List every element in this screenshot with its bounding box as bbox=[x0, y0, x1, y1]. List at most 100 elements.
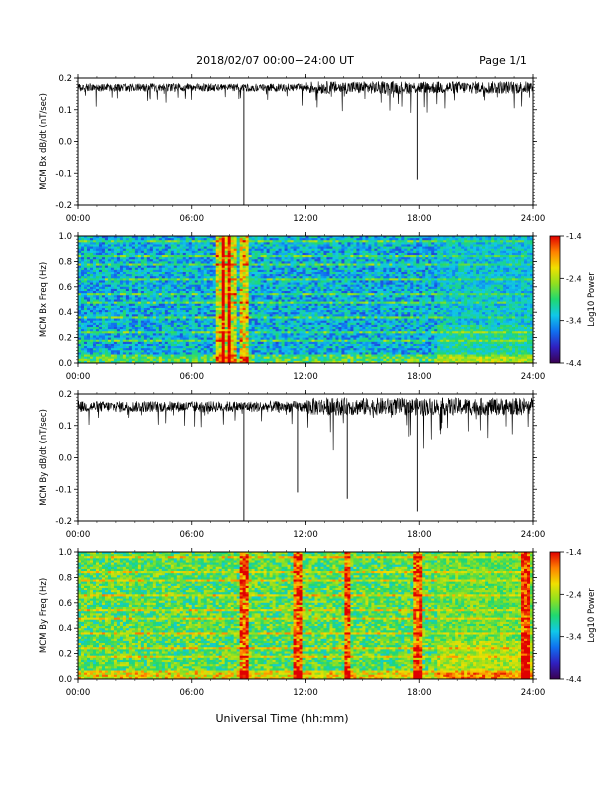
heatmap-cell bbox=[527, 242, 531, 245]
heatmap-cell bbox=[296, 263, 300, 267]
heatmap-cell bbox=[371, 261, 375, 264]
heatmap-cell bbox=[395, 244, 399, 247]
heatmap-cell bbox=[221, 238, 226, 241]
heatmap-cell bbox=[440, 240, 444, 243]
heatmap-cell bbox=[209, 250, 214, 254]
heatmap-cell bbox=[239, 236, 244, 239]
heatmap-cell bbox=[98, 242, 103, 245]
heatmap-cell bbox=[122, 236, 127, 239]
heatmap-cell bbox=[143, 252, 148, 256]
heatmap-cell bbox=[299, 242, 303, 245]
heatmap-cell bbox=[158, 252, 163, 256]
heatmap-cell bbox=[431, 265, 435, 269]
heatmap-cell bbox=[302, 244, 306, 247]
heatmap-cell bbox=[95, 240, 100, 243]
heatmap-cell bbox=[494, 244, 498, 247]
heatmap-cell bbox=[80, 250, 85, 254]
dbdt-trace bbox=[77, 80, 534, 113]
heatmap-cell bbox=[89, 236, 94, 239]
heatmap-cell bbox=[350, 242, 354, 245]
heatmap-cell bbox=[509, 252, 513, 256]
heatmap-cell bbox=[341, 238, 345, 241]
heatmap-cell bbox=[209, 257, 214, 260]
heatmap-cell bbox=[407, 236, 411, 239]
heatmap-cell bbox=[230, 265, 235, 269]
heatmap-cell bbox=[188, 259, 193, 262]
heatmap-cell bbox=[320, 265, 324, 269]
heatmap-cell bbox=[131, 242, 136, 245]
heatmap-cell bbox=[497, 259, 501, 262]
heatmap-cell bbox=[515, 250, 519, 254]
heatmap-cell bbox=[404, 240, 408, 243]
heatmap-cell bbox=[122, 242, 127, 245]
heatmap-cell bbox=[146, 252, 151, 256]
heatmap-cell bbox=[218, 263, 223, 267]
heatmap-cell bbox=[230, 267, 235, 271]
heatmap-cell bbox=[314, 238, 318, 241]
heatmap-cell bbox=[191, 267, 196, 271]
heatmap-cell bbox=[335, 255, 339, 258]
heatmap-cell bbox=[287, 246, 291, 250]
heatmap-cell bbox=[78, 246, 82, 250]
heatmap-cell bbox=[299, 240, 303, 243]
heatmap-cell bbox=[266, 242, 270, 245]
heatmap-cell bbox=[488, 263, 492, 267]
heatmap-cell bbox=[347, 240, 351, 243]
heatmap-cell bbox=[197, 248, 202, 252]
heatmap-cell bbox=[101, 261, 106, 264]
heatmap-cell bbox=[323, 238, 327, 241]
heatmap-cell bbox=[488, 252, 492, 256]
heatmap-cell bbox=[215, 261, 220, 264]
heatmap-cell bbox=[515, 240, 519, 243]
heatmap-cell bbox=[455, 242, 459, 245]
heatmap-cell bbox=[86, 255, 91, 258]
heatmap-cell bbox=[395, 263, 399, 267]
heatmap-cell bbox=[344, 259, 348, 262]
heatmap-cell bbox=[503, 246, 507, 250]
heatmap-cell bbox=[374, 236, 378, 239]
heatmap-cell bbox=[122, 248, 127, 252]
heatmap-cell bbox=[467, 246, 471, 250]
heatmap-cell bbox=[257, 252, 261, 256]
heatmap-cell bbox=[78, 250, 82, 254]
heatmap-cell bbox=[488, 236, 492, 239]
heatmap-cell bbox=[500, 259, 504, 262]
heatmap-cell bbox=[389, 248, 393, 252]
heatmap-cell bbox=[245, 252, 250, 256]
heatmap-cell bbox=[92, 257, 97, 260]
heatmap-cell bbox=[332, 259, 336, 262]
heatmap-cell bbox=[200, 255, 205, 258]
heatmap-cell bbox=[386, 259, 390, 262]
heatmap-cell bbox=[137, 252, 142, 256]
heatmap-cell bbox=[461, 265, 465, 269]
heatmap-cell bbox=[332, 252, 336, 256]
heatmap-cell bbox=[104, 248, 109, 252]
heatmap-cell bbox=[131, 246, 136, 250]
heatmap-cell bbox=[110, 242, 115, 245]
heatmap-cell bbox=[308, 255, 312, 258]
heatmap-cell bbox=[215, 242, 220, 245]
heatmap-cell bbox=[227, 238, 232, 241]
heatmap-cell bbox=[260, 236, 264, 239]
heatmap-cell bbox=[515, 238, 519, 241]
heatmap-cell bbox=[95, 248, 100, 252]
heatmap-cell bbox=[197, 240, 202, 243]
heatmap-cell bbox=[215, 244, 220, 247]
heatmap-cell bbox=[353, 255, 357, 258]
heatmap-cell bbox=[176, 248, 181, 252]
heatmap-cell bbox=[290, 248, 294, 252]
heatmap-cell bbox=[140, 255, 145, 258]
bx-spectrogram-panel: 1.00.80.60.40.20.000:00 06:00 12:00 18:00 24… bbox=[39, 232, 545, 382]
x-tick-label: 06:00 bbox=[180, 214, 205, 224]
heatmap-cell bbox=[155, 248, 160, 252]
heatmap-cell bbox=[83, 267, 88, 271]
heatmap-cell bbox=[179, 267, 184, 271]
heatmap-cell bbox=[392, 242, 396, 245]
heatmap-cell bbox=[128, 244, 133, 247]
heatmap-cell bbox=[212, 267, 217, 271]
heatmap-cell bbox=[98, 265, 103, 269]
heatmap-cell bbox=[134, 255, 139, 258]
heatmap-cell bbox=[221, 261, 226, 264]
heatmap-cell bbox=[527, 261, 531, 264]
heatmap-cell bbox=[263, 263, 267, 267]
